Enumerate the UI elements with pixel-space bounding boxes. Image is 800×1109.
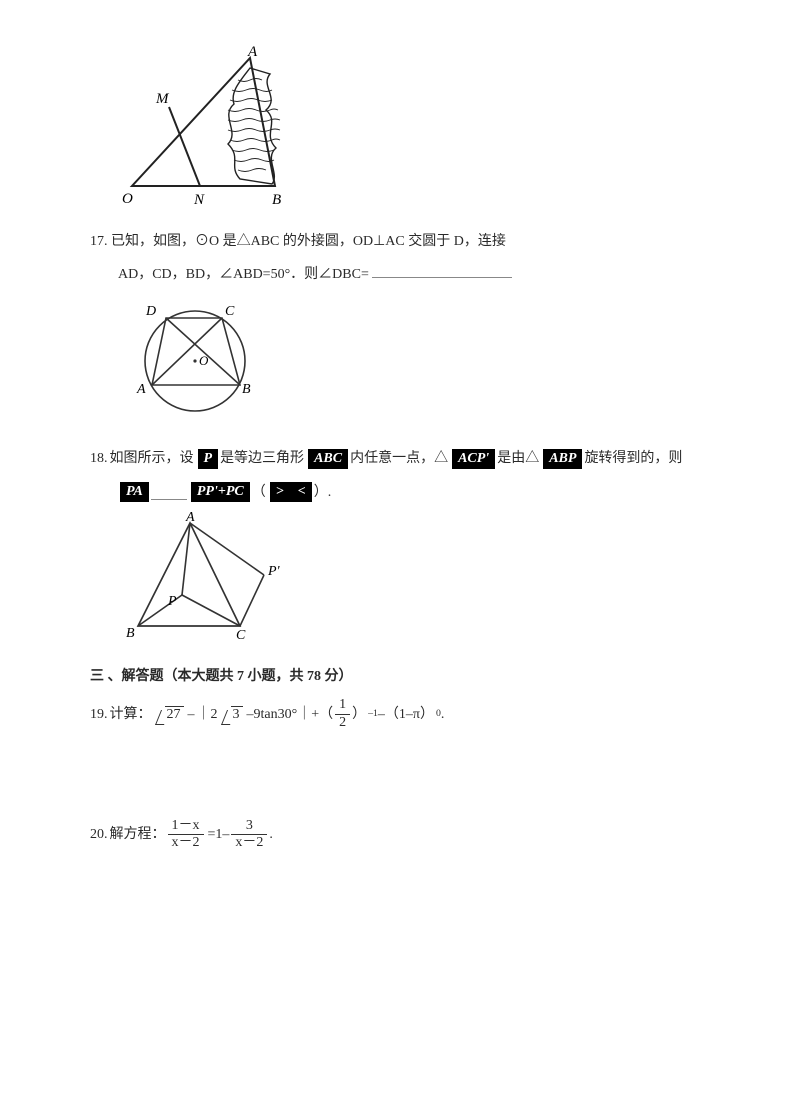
q19-exp1: ） <box>352 702 366 727</box>
label-O: O <box>122 191 133 207</box>
label-D: D <box>145 304 156 319</box>
problem-17: 17. 已知，如图，⊙O 是△ABC 的外接圆，OD⊥AC 交圆于 D，连接 <box>90 229 710 254</box>
q18-p5: 旋转得到的，则 <box>584 446 682 471</box>
frac-2: 3 x－2 <box>231 818 267 853</box>
redact-ACPp: ACP' <box>452 449 495 469</box>
q20-dot: . <box>269 822 273 847</box>
label-A: A <box>136 382 146 397</box>
label-C: C <box>225 304 235 319</box>
q17-text1: 已知，如图，⊙O 是△ABC 的外接圆，OD⊥AC 交圆于 D，连接 <box>111 234 506 249</box>
q18-line2: PA PP'+PC （ > < ）. <box>118 480 710 505</box>
q18-p2: 是等边三角形 <box>220 446 304 471</box>
q19-prefix: 计算： <box>110 702 152 727</box>
label-P: P <box>167 594 177 609</box>
q18-tail: ）. <box>314 480 332 505</box>
q20-eq: =1– <box>208 822 230 847</box>
q17-blank <box>372 263 512 278</box>
q19-number: 19. <box>90 702 108 727</box>
sqrt-3: 3 <box>221 702 245 727</box>
label-N: N <box>193 192 205 208</box>
label-M: M <box>155 91 170 107</box>
redact-PPpPC: PP'+PC <box>191 482 250 502</box>
q17-text2: AD，CD，BD，∠ABD=50°．则∠DBC= <box>118 267 369 282</box>
label-B: B <box>126 626 135 641</box>
redact-ABC: ABC <box>308 449 348 469</box>
problem-18: 18. 如图所示，设 P 是等边三角形 ABC 内任意一点，△ ACP' 是由△… <box>90 446 710 471</box>
q18-blank <box>151 485 187 500</box>
q20-number: 20. <box>90 822 108 847</box>
sqrt-27: 27 <box>155 702 186 727</box>
label-O: O <box>199 353 209 368</box>
redact-P: P <box>198 449 219 469</box>
label-A: A <box>247 46 258 60</box>
problem-19: 19. 计算： 27 – ｜2 3 –9tan30°｜+（ 1 2 ） –1 –… <box>90 697 710 732</box>
label-C: C <box>236 628 246 643</box>
q18-p4: 是由△ <box>497 446 539 471</box>
q20-prefix: 解方程： <box>110 822 166 847</box>
q18-p1: 如图所示，设 <box>110 446 194 471</box>
q19-mid: –9tan30°｜+（ <box>247 702 334 727</box>
q17-number: 17. <box>90 234 108 249</box>
svg-q18: A B C P P' <box>120 511 290 646</box>
q19-bar: ｜2 <box>197 702 218 727</box>
redact-gtlt: > < <box>270 482 312 502</box>
q19-minus1: – <box>188 702 195 727</box>
label-B: B <box>272 192 281 208</box>
figure-q18: A B C P P' <box>120 511 710 646</box>
frac-half: 1 2 <box>335 697 350 732</box>
q18-paren: （ <box>252 480 266 505</box>
q19-tail: –（1–π） <box>378 702 434 727</box>
redact-PA: PA <box>120 482 149 502</box>
q19-sup1: –1 <box>368 705 378 723</box>
figure-q16: A M O N B <box>120 46 710 211</box>
label-Pp: P' <box>267 564 281 579</box>
problem-20: 20. 解方程： 1－x x－2 =1– 3 x－2 . <box>90 818 710 853</box>
figure-q17: D C A B O <box>120 293 710 428</box>
frac-1: 1－x x－2 <box>168 818 204 853</box>
gap-19-20 <box>90 740 710 810</box>
section-3-title: 三 、解答题（本大题共 7 小题，共 78 分） <box>90 664 710 689</box>
label-A: A <box>185 511 195 525</box>
q17-line2: AD，CD，BD，∠ABD=50°．则∠DBC= <box>118 262 710 287</box>
q18-number: 18. <box>90 446 108 471</box>
label-B: B <box>242 382 251 397</box>
svg-q17: D C A B O <box>120 293 270 428</box>
svg-q16: A M O N B <box>120 46 330 211</box>
q18-p3: 内任意一点，△ <box>350 446 448 471</box>
redact-ABP: ABP <box>543 449 582 469</box>
q19-dot: . <box>441 702 445 727</box>
